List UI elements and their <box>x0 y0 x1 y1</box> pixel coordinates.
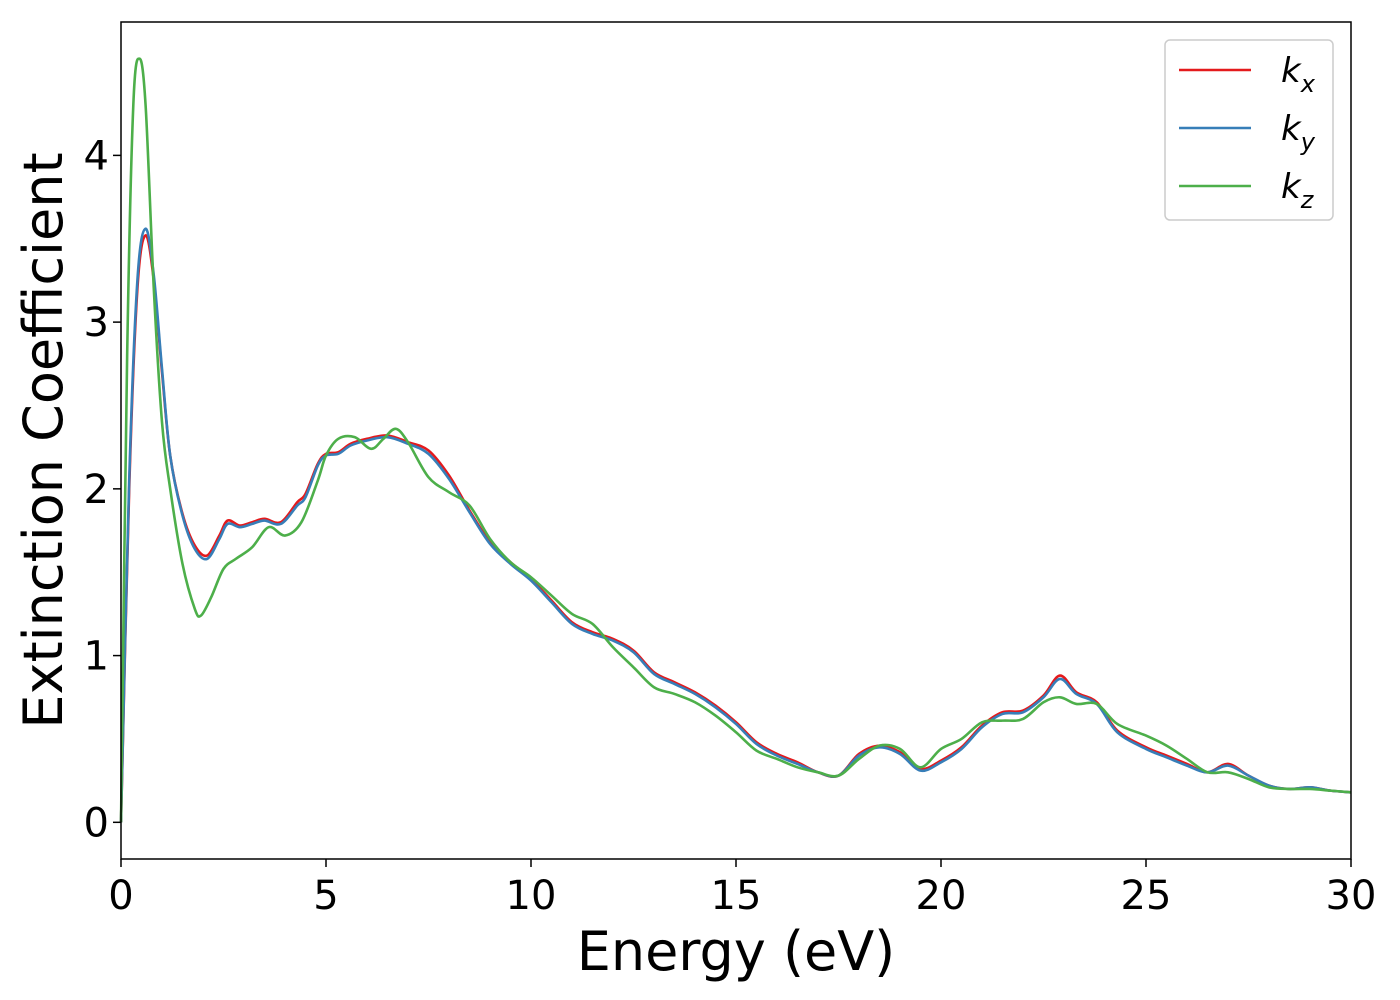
series-line-x <box>119 234 1352 823</box>
y-tick-label: 0 <box>84 800 109 846</box>
legend-box <box>1164 39 1334 221</box>
x-tick-label: 10 <box>506 873 557 919</box>
y-axis: 0 1 2 3 4 <box>84 133 121 846</box>
y-axis-title: Extinction Coefficient <box>12 152 75 728</box>
legend-label-main: k <box>1281 167 1302 207</box>
x-axis: 0 5 10 15 20 25 30 <box>108 859 1376 919</box>
y-tick-label: 4 <box>84 133 109 179</box>
legend-label-main: k <box>1281 51 1302 91</box>
legend-label-subscript: x <box>1300 70 1316 98</box>
y-tick-label: 1 <box>84 634 109 680</box>
x-tick-label: 25 <box>1121 873 1172 919</box>
legend-label-z: kz <box>1281 167 1315 214</box>
x-tick-label: 5 <box>313 873 338 919</box>
x-tick-label: 20 <box>916 873 967 919</box>
series-line-z <box>119 57 1352 823</box>
x-axis-title: Energy (eV) <box>577 920 896 983</box>
plot-lines <box>119 57 1352 823</box>
legend-label-main: k <box>1281 109 1302 149</box>
x-tick-label: 30 <box>1326 873 1377 919</box>
legend-label-subscript: z <box>1300 186 1315 214</box>
y-tick-label: 3 <box>84 300 109 346</box>
legend-label-y: ky <box>1281 109 1316 156</box>
y-tick-label: 2 <box>84 467 109 513</box>
x-tick-label: 15 <box>711 873 762 919</box>
x-tick-label: 0 <box>108 873 133 919</box>
legend-label-subscript: y <box>1300 128 1316 156</box>
legend-label-x: kx <box>1281 51 1316 98</box>
